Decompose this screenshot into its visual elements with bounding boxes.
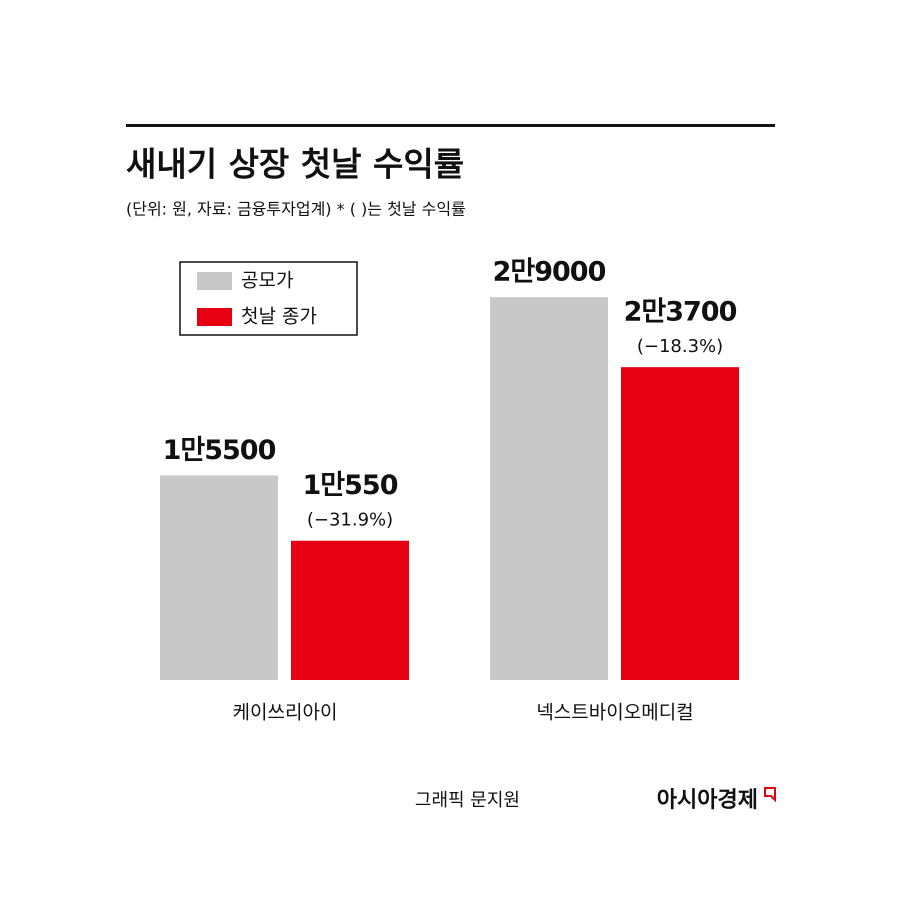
brand: 아시아경제 [657, 788, 758, 813]
bar [621, 367, 739, 680]
chart-subtitle: (단위: 원, 자료: 금융투자업계) * ( )는 첫날 수익률 [126, 200, 466, 219]
credit: 그래픽 문지원 [415, 790, 520, 811]
value-label: 2만3700 [624, 297, 737, 328]
chart-title: 새내기 상장 첫날 수익률 [126, 145, 464, 184]
value-label: 1만550 [303, 470, 398, 501]
x-tick-label: 넥스트바이오메디컬 [536, 702, 693, 724]
bar [160, 475, 278, 680]
legend-label: 첫날 종가 [241, 306, 317, 328]
legend-swatch [197, 308, 232, 326]
value-label: 1만5500 [163, 435, 276, 466]
legend-swatch [197, 272, 232, 290]
x-tick-label: 케이쓰리아이 [233, 702, 338, 724]
bar [291, 540, 409, 680]
change-label: (−31.9%) [307, 510, 393, 531]
change-label: (−18.3%) [637, 336, 723, 357]
top-rule [126, 124, 775, 127]
legend-label: 공모가 [241, 270, 293, 292]
brand-icon [764, 787, 776, 803]
bar [490, 297, 608, 680]
legend-box [179, 261, 358, 336]
value-label: 2만9000 [493, 257, 606, 288]
